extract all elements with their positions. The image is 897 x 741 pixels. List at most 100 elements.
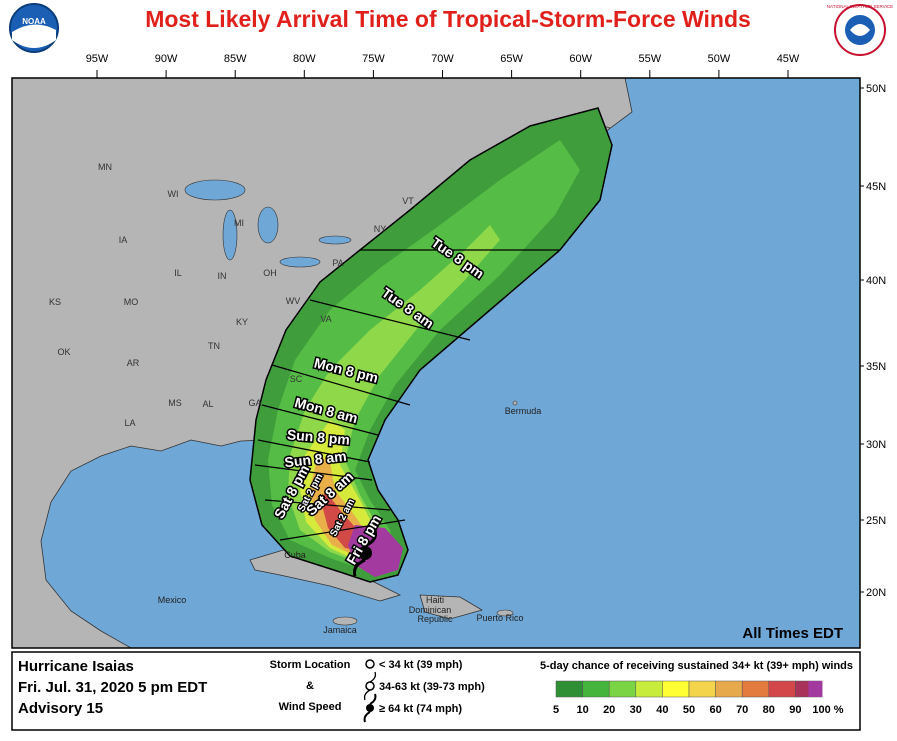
longitude-label: 65W bbox=[500, 53, 523, 65]
nws-text: NATIONAL WEATHER SERVICE bbox=[827, 4, 893, 9]
state-label: OH bbox=[263, 268, 277, 278]
jamaica bbox=[332, 616, 358, 626]
lake-ontario bbox=[318, 235, 352, 245]
state-label: AR bbox=[127, 358, 140, 368]
longitude-label: 55W bbox=[638, 53, 661, 65]
place-label: Dominican bbox=[409, 605, 452, 615]
noaa-text: NOAA bbox=[22, 17, 46, 26]
state-label: MS bbox=[168, 398, 182, 408]
storm-marker bbox=[353, 529, 377, 577]
latitude-label: 25N bbox=[866, 515, 886, 527]
scale-swatch bbox=[555, 680, 583, 698]
state-label: WV bbox=[286, 296, 301, 306]
graticule-labels: 95W 90W 85W 80W 75W 70W 65W 60W 55W 50W 45W 50N 45N 4… bbox=[86, 53, 887, 599]
time-zone-note: All Times EDT bbox=[742, 625, 843, 642]
state-label: MO bbox=[124, 297, 139, 307]
issue-time: Fri. Jul. 31, 2020 5 pm EDT bbox=[18, 679, 207, 696]
scale-tick-label: 5 bbox=[553, 704, 559, 716]
state-label: AL bbox=[202, 399, 213, 409]
scale-tick-label: 80 bbox=[763, 704, 775, 716]
icon-depression bbox=[365, 659, 375, 669]
lake-erie bbox=[279, 256, 321, 268]
lake-huron bbox=[257, 206, 279, 244]
place-label: Republic bbox=[417, 614, 453, 624]
scale-swatch bbox=[608, 680, 637, 698]
advisory: Advisory 15 bbox=[18, 700, 103, 717]
longitude-label: 75W bbox=[362, 53, 385, 65]
state-label: KS bbox=[49, 297, 61, 307]
puerto-rico bbox=[496, 609, 514, 617]
longitude-label: 85W bbox=[224, 53, 247, 65]
place-label: Cuba bbox=[284, 550, 306, 560]
lake-superior bbox=[184, 179, 246, 201]
intensity-label: < 34 kt (39 mph) bbox=[379, 659, 463, 671]
state-label: NY bbox=[374, 224, 387, 234]
place-label: Puerto Rico bbox=[476, 613, 523, 623]
isochrones bbox=[254, 249, 560, 541]
state-label: IN bbox=[218, 271, 227, 281]
state-label: PA bbox=[332, 258, 343, 268]
longitude-label: 45W bbox=[777, 53, 800, 65]
map: MN WI MI IA IL IN OH PA NY VT KS MO KY WV VA OK AR TN SC MS… bbox=[12, 78, 860, 648]
noaa-logo: NOAA bbox=[9, 3, 59, 53]
state-label: WI bbox=[168, 189, 179, 199]
color-scale: 5 10 20 30 40 50 60 70 80 90 100 % bbox=[553, 680, 844, 716]
place-label: Haiti bbox=[426, 595, 444, 605]
latitude-label: 35N bbox=[866, 361, 886, 373]
longitude-label: 90W bbox=[155, 53, 178, 65]
nws-logo: NATIONAL WEATHER SERVICE bbox=[827, 4, 893, 56]
icon-storm bbox=[363, 671, 377, 701]
latitude-label: 20N bbox=[866, 587, 886, 599]
longitude-label: 50W bbox=[708, 53, 731, 65]
scale-title: 5-day chance of receiving sustained 34+ … bbox=[540, 660, 853, 672]
storm-location-heading: Wind Speed bbox=[279, 701, 342, 713]
scale-swatch bbox=[741, 680, 770, 698]
swath-90 bbox=[348, 525, 403, 577]
scale-tick-label: 40 bbox=[656, 704, 668, 716]
state-label: TN bbox=[208, 341, 220, 351]
scale-tick-label: 70 bbox=[736, 704, 748, 716]
place-label: Jamaica bbox=[323, 625, 357, 635]
longitude-label: 80W bbox=[293, 53, 316, 65]
scale-swatch bbox=[808, 681, 823, 697]
scale-tick-label: 30 bbox=[630, 704, 642, 716]
scale-swatch bbox=[768, 680, 796, 698]
state-label: VA bbox=[320, 314, 331, 324]
lake-michigan bbox=[222, 209, 238, 261]
state-label: SC bbox=[290, 374, 303, 384]
title: Most Likely Arrival Time of Tropical-Sto… bbox=[145, 6, 751, 32]
latitude-label: 40N bbox=[866, 275, 886, 287]
icon-hurricane bbox=[363, 693, 377, 723]
state-label: MI bbox=[234, 218, 244, 228]
scale-tick-label: 60 bbox=[709, 704, 721, 716]
storm-name: Hurricane Isaias bbox=[18, 658, 134, 675]
scale-tick-label: 20 bbox=[603, 704, 615, 716]
latitude-label: 50N bbox=[866, 83, 886, 95]
storm-location-heading: Storm Location bbox=[270, 659, 351, 671]
intensity-label: ≥ 64 kt (74 mph) bbox=[379, 703, 462, 715]
longitude-label: 95W bbox=[86, 53, 109, 65]
state-label: VT bbox=[402, 196, 414, 206]
state-label: IL bbox=[174, 268, 182, 278]
place-label: Mexico bbox=[158, 595, 187, 605]
state-label: GA bbox=[248, 398, 261, 408]
latitude-label: 30N bbox=[866, 439, 886, 451]
bermuda bbox=[512, 400, 518, 406]
map-frame bbox=[11, 77, 861, 649]
intensity-label: 34-63 kt (39-73 mph) bbox=[379, 681, 485, 693]
scale-swatch bbox=[582, 680, 610, 698]
state-label: KY bbox=[236, 317, 248, 327]
state-label: OK bbox=[57, 347, 70, 357]
storm-location-heading: & bbox=[306, 680, 314, 692]
place-label: Bermuda bbox=[505, 406, 542, 416]
scale-tick-label: 50 bbox=[683, 704, 695, 716]
scale-tick-label: 90 bbox=[789, 704, 801, 716]
hispaniola bbox=[419, 594, 484, 620]
state-label: IA bbox=[119, 235, 128, 245]
scale-tick-label: 100 % bbox=[812, 704, 843, 716]
scale-tick-label: 10 bbox=[576, 704, 588, 716]
scale-swatch bbox=[688, 680, 716, 698]
longitude-label: 60W bbox=[569, 53, 592, 65]
latitude-label: 45N bbox=[866, 181, 886, 193]
